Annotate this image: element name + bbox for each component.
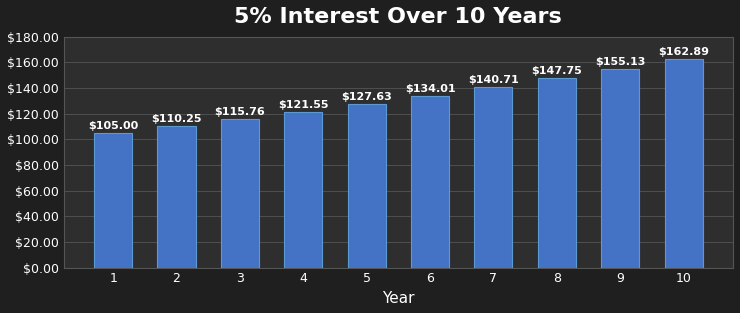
Bar (474, 87, 513, 268)
Text: $162.89: $162.89 (658, 47, 709, 57)
Text: $134.01: $134.01 (405, 84, 455, 94)
Text: $140.71: $140.71 (468, 75, 519, 85)
Bar (284, 112, 323, 268)
Text: $105.00: $105.00 (88, 121, 138, 131)
Bar (665, 59, 702, 268)
Bar (538, 78, 576, 268)
Text: $115.76: $115.76 (215, 107, 265, 117)
Bar (348, 104, 386, 268)
X-axis label: Year: Year (382, 291, 414, 306)
Text: $155.13: $155.13 (595, 57, 645, 67)
Bar (94, 133, 132, 268)
Text: $127.63: $127.63 (341, 92, 392, 102)
Text: $110.25: $110.25 (151, 114, 202, 124)
Bar (221, 119, 259, 268)
Bar (601, 69, 639, 268)
Text: $121.55: $121.55 (278, 100, 329, 110)
Bar (158, 126, 195, 268)
Text: $147.75: $147.75 (531, 66, 582, 76)
Title: 5% Interest Over 10 Years: 5% Interest Over 10 Years (235, 7, 562, 27)
Bar (411, 96, 449, 268)
